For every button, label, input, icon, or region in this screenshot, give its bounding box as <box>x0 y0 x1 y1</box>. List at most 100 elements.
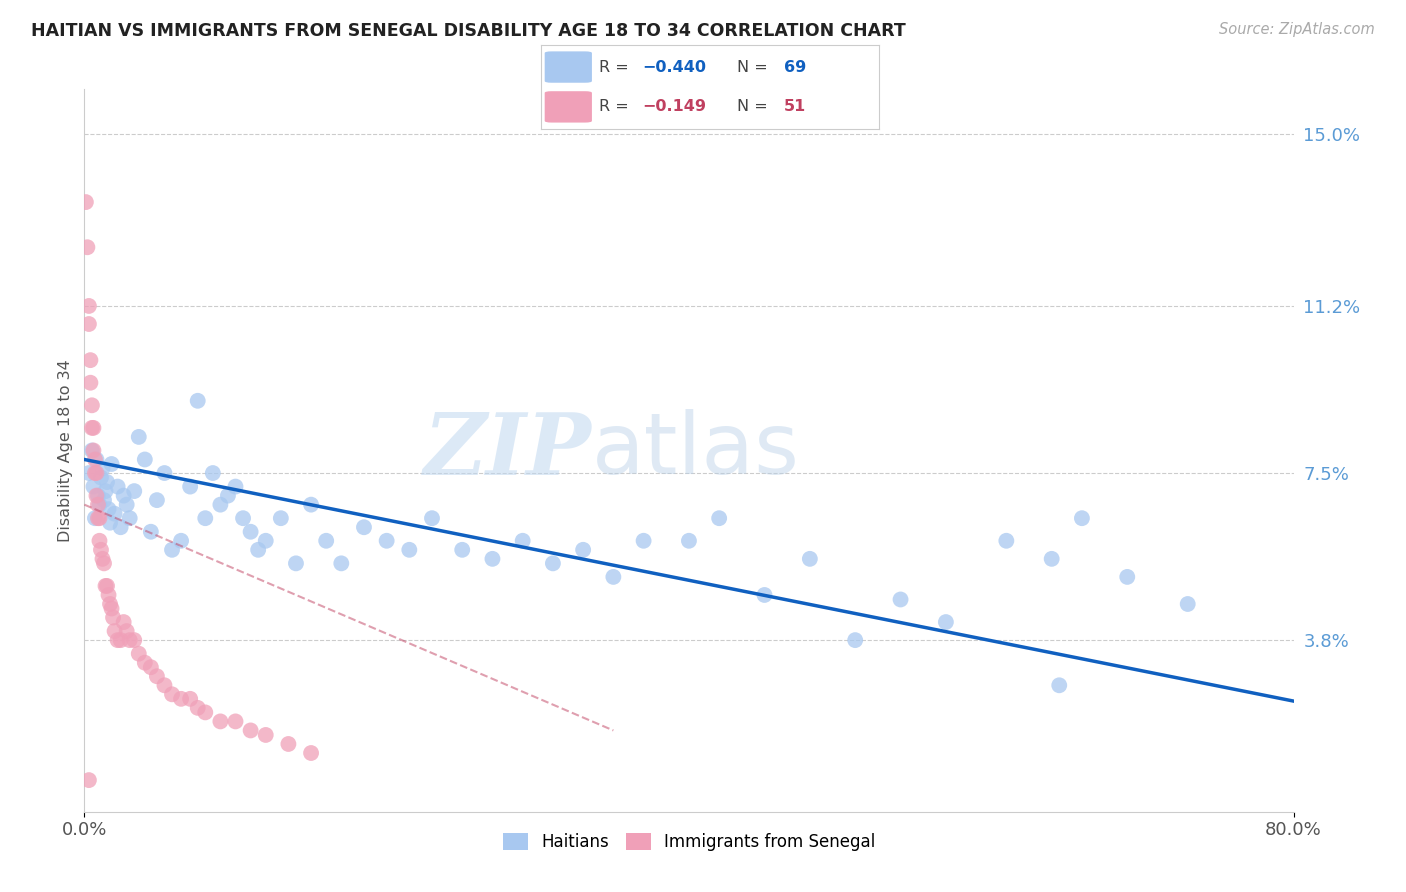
Text: HAITIAN VS IMMIGRANTS FROM SENEGAL DISABILITY AGE 18 TO 34 CORRELATION CHART: HAITIAN VS IMMIGRANTS FROM SENEGAL DISAB… <box>31 22 905 40</box>
Point <box>541 557 564 571</box>
Point <box>80 421 103 435</box>
Point <box>118 633 141 648</box>
Point <box>100 457 122 471</box>
Point <box>146 493 169 508</box>
Point <box>77 299 100 313</box>
Point <box>89 533 111 548</box>
Point <box>239 524 262 539</box>
Point <box>754 588 776 602</box>
Point <box>128 430 150 444</box>
Point <box>844 633 866 648</box>
Point <box>100 601 122 615</box>
Point <box>87 498 110 512</box>
Point <box>225 714 247 729</box>
Text: Source: ZipAtlas.com: Source: ZipAtlas.com <box>1219 22 1375 37</box>
Point <box>709 511 731 525</box>
Point <box>315 533 337 548</box>
Point <box>232 511 254 525</box>
Point <box>128 647 150 661</box>
Point <box>115 624 138 639</box>
Text: N =: N = <box>737 60 773 75</box>
Point <box>77 773 100 788</box>
Text: −0.149: −0.149 <box>643 99 707 114</box>
Point <box>678 533 700 548</box>
Point <box>76 240 98 254</box>
Point <box>98 597 121 611</box>
Point <box>179 480 201 494</box>
Point <box>112 489 135 503</box>
Point <box>153 466 176 480</box>
Point <box>179 691 201 706</box>
Point <box>170 691 193 706</box>
Point <box>86 452 108 467</box>
Point <box>82 443 104 458</box>
Point <box>201 466 224 480</box>
Point <box>890 592 912 607</box>
Y-axis label: Disability Age 18 to 34: Disability Age 18 to 34 <box>58 359 73 541</box>
Text: ZIP: ZIP <box>425 409 592 492</box>
Point <box>799 551 821 566</box>
FancyBboxPatch shape <box>544 91 592 122</box>
Point <box>122 484 145 499</box>
Point <box>79 376 101 390</box>
Point <box>118 511 141 525</box>
FancyBboxPatch shape <box>544 52 592 83</box>
Point <box>160 687 183 701</box>
Point <box>93 493 115 508</box>
Point <box>134 452 156 467</box>
Point <box>101 610 124 624</box>
Point <box>80 398 103 412</box>
Point <box>122 633 145 648</box>
Point <box>1177 597 1199 611</box>
Point <box>451 542 474 557</box>
Point <box>97 588 120 602</box>
Point <box>104 507 127 521</box>
Text: R =: R = <box>599 99 634 114</box>
Point <box>84 511 107 525</box>
Point <box>84 466 107 480</box>
Point <box>139 524 162 539</box>
Point <box>96 475 118 489</box>
Point <box>225 480 247 494</box>
Point <box>146 669 169 683</box>
Point <box>86 466 108 480</box>
Point <box>134 656 156 670</box>
Point <box>87 511 110 525</box>
Point <box>995 533 1018 548</box>
Text: atlas: atlas <box>592 409 800 492</box>
Point <box>75 195 97 210</box>
Point <box>93 557 115 571</box>
Point <box>110 633 132 648</box>
Point <box>89 498 111 512</box>
Point <box>1047 678 1070 692</box>
Point <box>77 466 100 480</box>
Point <box>94 579 117 593</box>
Point <box>299 746 322 760</box>
Point <box>86 489 108 503</box>
Point <box>80 443 103 458</box>
Point <box>187 393 209 408</box>
Point <box>194 511 217 525</box>
Point <box>94 484 117 499</box>
Point <box>82 480 104 494</box>
Point <box>330 557 353 571</box>
Point <box>187 701 209 715</box>
Point <box>89 511 111 525</box>
Point <box>1116 570 1139 584</box>
Point <box>209 714 232 729</box>
Point <box>107 480 129 494</box>
Point <box>107 633 129 648</box>
Point <box>481 551 503 566</box>
Point <box>112 615 135 629</box>
Point <box>87 489 110 503</box>
Point <box>160 542 183 557</box>
Point <box>104 624 127 639</box>
Point <box>299 498 322 512</box>
Point <box>375 533 398 548</box>
Point <box>115 498 138 512</box>
Point <box>97 502 120 516</box>
Point <box>139 660 162 674</box>
Point <box>79 353 101 368</box>
Point <box>353 520 375 534</box>
Point <box>84 452 107 467</box>
